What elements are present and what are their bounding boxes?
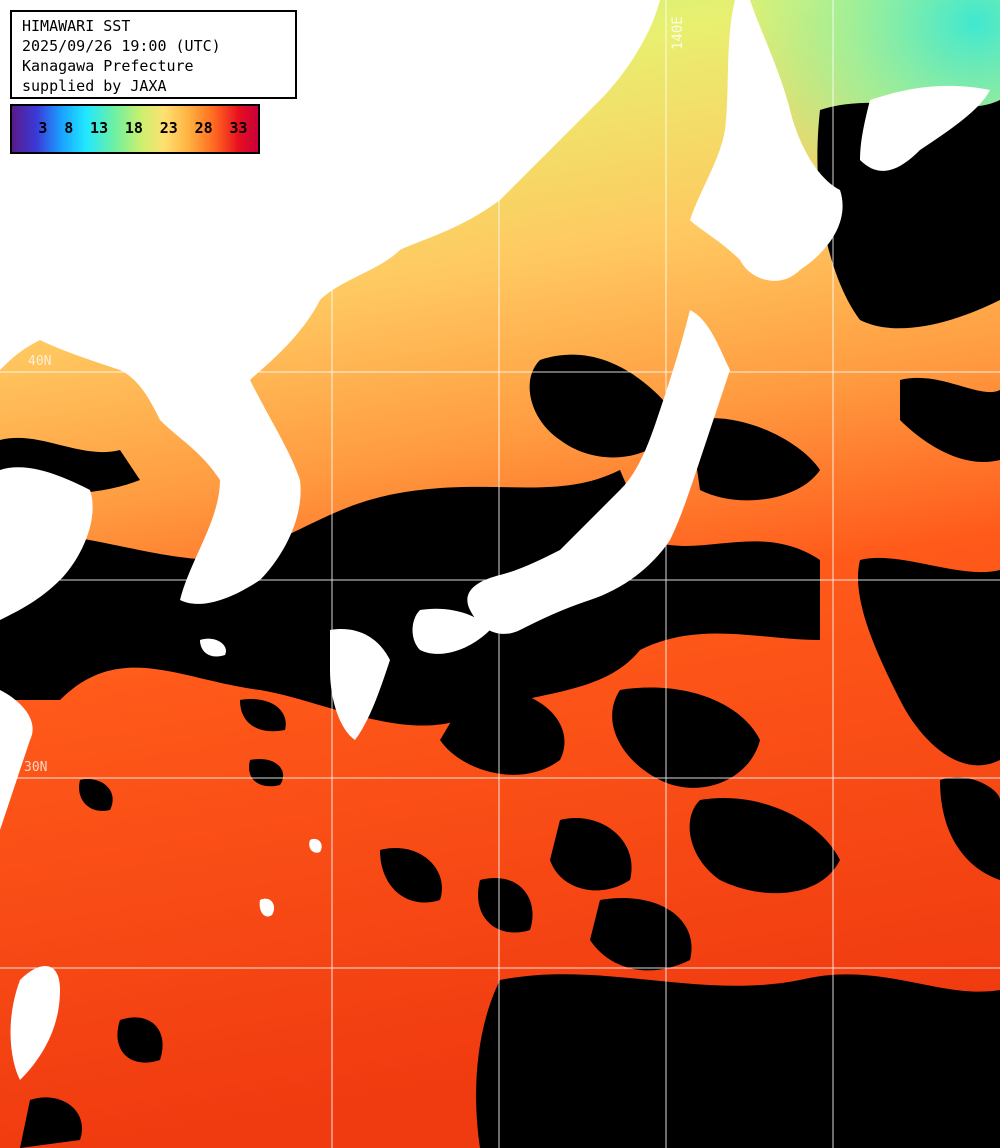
legend-tick: 23: [159, 119, 178, 137]
latitude-label-30n: 30N: [24, 760, 48, 775]
provider-prefecture: Kanagawa Prefecture: [22, 57, 194, 75]
title-box: HIMAWARI SST 2025/09/26 19:00 (UTC) Kana…: [10, 10, 297, 99]
legend-tick-labels: 3 8 13 18 23 28 33: [22, 119, 258, 137]
legend-tick: 18: [124, 119, 143, 137]
color-scale-legend: 3 8 13 18 23 28 33: [10, 104, 260, 154]
longitude-label: 140E: [670, 16, 686, 50]
legend-tick: 28: [194, 119, 213, 137]
timestamp: 2025/09/26 19:00 (UTC): [22, 37, 221, 55]
legend-tick: 33: [229, 119, 248, 137]
legend-tick: 13: [90, 119, 109, 137]
latitude-label-40n: 40N: [28, 354, 52, 369]
legend-tick: 8: [64, 119, 74, 137]
data-source: supplied by JAXA: [22, 77, 167, 95]
legend-tick: 3: [38, 119, 48, 137]
product-title: HIMAWARI SST: [22, 17, 131, 35]
